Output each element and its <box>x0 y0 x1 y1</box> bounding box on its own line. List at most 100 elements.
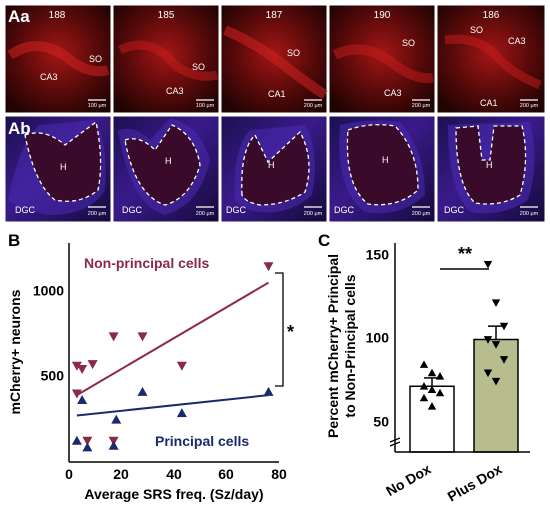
nonprincipal-point-4 <box>82 436 93 446</box>
aa-label-so-5: SO <box>470 25 483 35</box>
ab-image-5: H DGC 200 μm <box>436 115 546 223</box>
principal-point-2 <box>82 442 93 452</box>
aa-id-2: 185 <box>158 10 175 21</box>
ab-image-3: H DGC 200 μm <box>220 115 328 223</box>
aa-scale-2: 100 μm <box>196 103 215 109</box>
ab-label-h-1: H <box>60 162 67 172</box>
principal-point-5 <box>137 386 148 396</box>
aa-image-5: 186 SO CA3 CA1 200 μm <box>436 4 546 114</box>
plusdox-point-5 <box>499 356 509 364</box>
bar-ytick-100: 100 <box>366 330 390 346</box>
scatter-marks <box>71 262 274 452</box>
scatter-ytick-500: 500 <box>41 368 65 384</box>
nodox-point-2 <box>435 372 445 380</box>
principal-point-0 <box>71 435 82 445</box>
panel-label-ab: Ab <box>8 119 31 138</box>
scatter-xtick-80: 80 <box>271 466 287 482</box>
aa-image-2: 185 SO CA3 100 μm <box>112 4 220 114</box>
bar-marks <box>409 260 519 453</box>
scatter-ytick-1000: 1000 <box>33 283 64 299</box>
row-aa: 188 SO CA3 100 μm 185 SO CA3 100 μm 187 … <box>4 4 546 114</box>
panel-label-c: C <box>318 231 330 250</box>
aa-id-3: 187 <box>266 10 283 21</box>
scatter-x-title: Average SRS freq. (Sz/day) <box>84 486 263 502</box>
bar-plusdox <box>473 338 519 453</box>
ab-label-h-5: H <box>486 160 493 170</box>
significance-stars-c: ** <box>458 244 472 264</box>
scatter-y-title: mCherry+ neurons <box>7 289 23 414</box>
aa-id-1: 188 <box>49 10 66 21</box>
nonprincipal-point-2 <box>77 365 88 375</box>
aa-label-ca3-1: CA3 <box>40 72 58 82</box>
nonprincipal-point-7 <box>137 332 148 342</box>
row-ab: H DGC 200 μm H DGC 200 μm H DGC 200 μm <box>4 115 546 223</box>
bar-category-plusdox: Plus Dox <box>445 461 505 505</box>
plusdox-point-1 <box>491 299 501 307</box>
scatter-xtick-40: 40 <box>166 466 182 482</box>
plusdox-point-4 <box>491 341 501 349</box>
ab-scale-3: 200 μm <box>304 211 323 217</box>
ab-image-2: H DGC 200 μm <box>112 115 220 223</box>
panel-b: B 500 1000 0 20 40 60 80 Average SRS fre… <box>7 231 294 502</box>
fit-line-principal <box>76 394 269 417</box>
aa-scale-1: 100 μm <box>88 103 107 109</box>
nonprincipal-point-8 <box>176 361 187 371</box>
plusdox-point-2 <box>499 322 509 331</box>
nodox-point-5 <box>435 388 445 397</box>
ab-scale-5: 200 μm <box>520 211 539 217</box>
aa-label-ca1-3: CA1 <box>268 89 286 99</box>
nodox-point-4 <box>427 385 437 393</box>
nonprincipal-point-0 <box>71 361 82 371</box>
fit-line-nonprincipal <box>76 281 270 397</box>
ab-label-dgc-2: DGC <box>122 205 143 215</box>
panel-label-aa: Aa <box>8 7 30 26</box>
ab-label-h-2: H <box>165 156 172 166</box>
principal-point-4 <box>111 414 122 424</box>
aa-label-ca3-5: CA3 <box>508 36 526 46</box>
aa-scale-5: 200 μm <box>520 103 539 109</box>
aa-label-ca3-4: CA3 <box>384 88 402 98</box>
bar-y-title-line2: to Non-Principal cells <box>342 274 358 417</box>
aa-image-4: 190 SO CA3 200 μm <box>328 4 436 114</box>
scatter-xtick-20: 20 <box>113 466 129 482</box>
panel-c: C 50 100 150 Percent mCherry+ Principal … <box>318 231 530 505</box>
significance-bracket-b <box>275 272 284 387</box>
aa-scale-4: 200 μm <box>412 103 431 109</box>
principal-point-7 <box>263 386 274 396</box>
nodox-point-6 <box>419 393 429 402</box>
bar-y-title-line1: Percent mCherry+ Principal <box>325 254 341 438</box>
nodox-point-3 <box>419 382 429 390</box>
plusdox-point-3 <box>483 336 493 344</box>
axis-break-mark <box>389 437 401 447</box>
bar-nodox <box>409 385 455 453</box>
ab-scale-1: 200 μm <box>88 211 107 217</box>
aa-image-1: 188 SO CA3 100 μm <box>4 4 112 114</box>
legend-nonprincipal: Non-principal cells <box>84 255 209 271</box>
plusdox-point-0 <box>483 260 493 269</box>
nodox-point-1 <box>427 368 437 377</box>
aa-id-5: 186 <box>483 10 500 21</box>
nonprincipal-point-1 <box>71 389 82 399</box>
ab-label-dgc-5: DGC <box>444 205 465 215</box>
aa-id-4: 190 <box>374 10 391 21</box>
principal-point-1 <box>77 395 88 405</box>
aa-label-ca3-2: CA3 <box>166 86 184 96</box>
principal-point-3 <box>108 440 119 450</box>
ab-label-dgc-3: DGC <box>226 205 247 215</box>
aa-image-3: 187 SO CA1 200 μm <box>220 4 328 114</box>
bar-category-nodox: No Dox <box>383 461 434 499</box>
aa-label-so-3: SO <box>287 48 300 58</box>
significance-star-b: * <box>287 322 294 342</box>
ab-scale-2: 200 μm <box>196 211 215 217</box>
bar-ytick-50: 50 <box>373 414 389 430</box>
ab-scale-4: 200 μm <box>412 211 431 217</box>
ab-label-h-4: H <box>382 155 389 165</box>
aa-scale-3: 200 μm <box>304 103 323 109</box>
aa-label-so-2: SO <box>192 62 205 72</box>
ab-label-dgc-4: DGC <box>334 205 355 215</box>
aa-label-so-4: SO <box>402 38 415 48</box>
ab-image-4: H DGC 200 μm <box>328 115 436 223</box>
ab-image-1: H DGC 200 μm <box>4 115 112 223</box>
ab-label-h-3: H <box>268 160 275 170</box>
